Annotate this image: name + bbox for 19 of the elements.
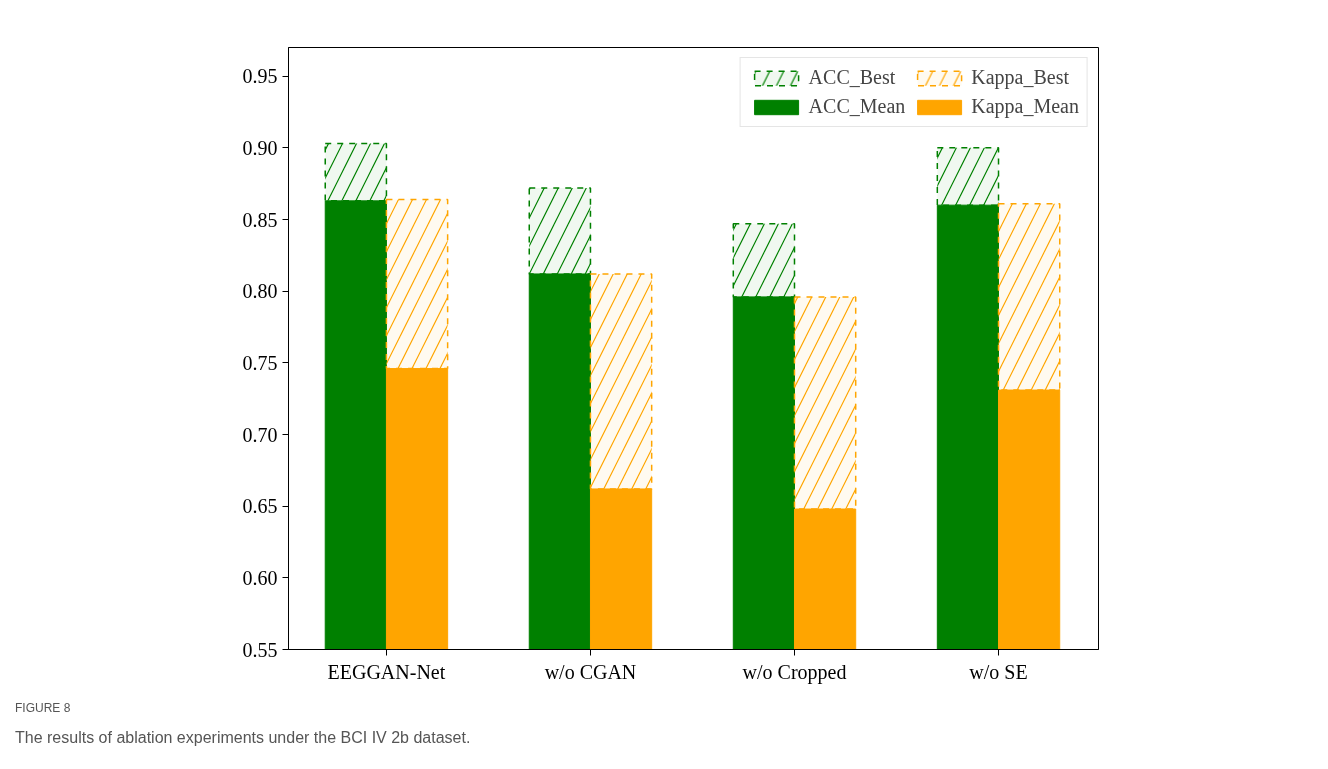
y-tick-label: 0.80	[242, 280, 278, 303]
y-tick-label: 0.60	[242, 566, 278, 589]
text: The results of ablation experiments under the BCI IV 2b dataset.	[15, 728, 471, 749]
x-tick-label: w/o Cropped	[742, 660, 847, 684]
y-tick-label: 0.55	[242, 638, 278, 661]
x-tick-label: w/o CGAN	[544, 660, 637, 683]
x-tick-label: EEGGAN-Net	[327, 660, 446, 683]
y-tick-label: 0.75	[242, 351, 278, 374]
y-tick-label: 0.95	[242, 65, 278, 88]
y-tick-label: 0.70	[242, 423, 278, 446]
y-tick-label: 0.85	[242, 208, 278, 231]
legend-label: ACC_Mean	[808, 95, 906, 118]
legend-label: Kappa_Best	[971, 66, 1070, 89]
x-tick-label: w/o SE	[969, 660, 1028, 683]
y-tick-label: 0.65	[242, 495, 278, 518]
legend-label: ACC_Best	[808, 66, 896, 89]
y-tick-label: 0.90	[242, 136, 278, 159]
caption: FIGURE 8	[15, 700, 71, 717]
legend-label: Kappa_Mean	[971, 95, 1079, 118]
